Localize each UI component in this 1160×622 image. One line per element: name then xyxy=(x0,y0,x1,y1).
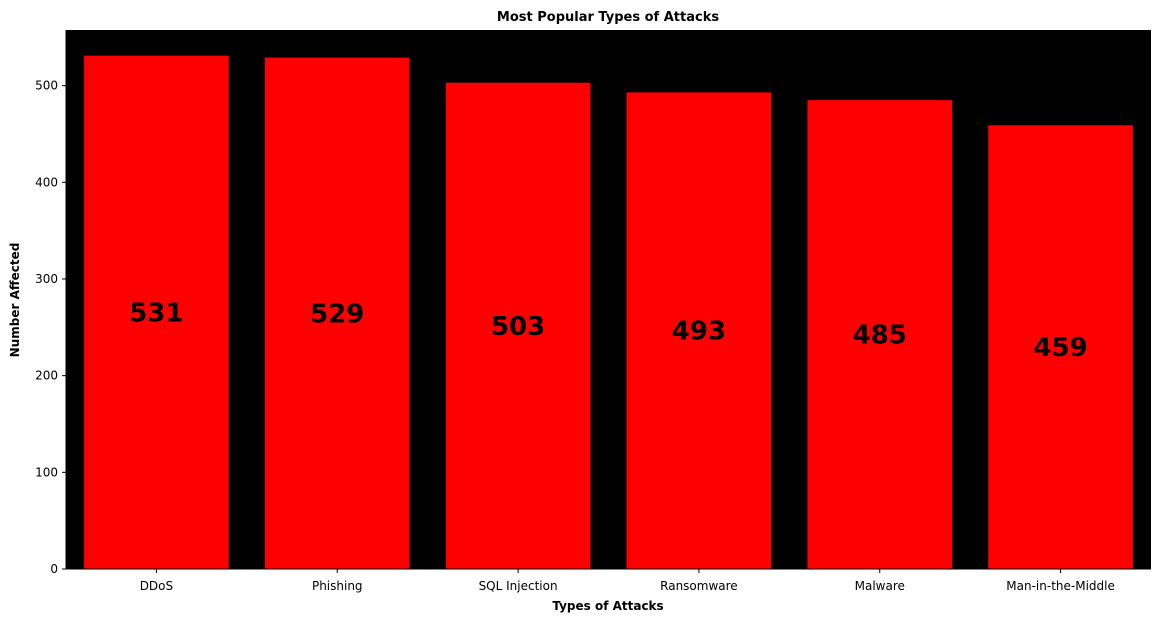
y-tick-label-5: 500 xyxy=(35,79,58,93)
bar-5 xyxy=(988,125,1133,570)
x-tick-label-1: Phishing xyxy=(312,579,363,593)
y-tick-label-1: 100 xyxy=(35,465,58,479)
y-tick-label-2: 200 xyxy=(35,369,58,383)
x-tick-label-2: SQL Injection xyxy=(479,579,558,593)
x-tick-label-5: Man-in-the-Middle xyxy=(1006,579,1115,593)
bar-value-label-1: 529 xyxy=(310,299,364,329)
plot-area xyxy=(66,30,1151,569)
bar-0 xyxy=(84,55,229,570)
bar-value-label-2: 503 xyxy=(491,312,545,342)
bar-3 xyxy=(626,92,772,570)
bar-value-label-5: 459 xyxy=(1033,333,1087,363)
chart-title: Most Popular Types of Attacks xyxy=(497,10,719,25)
x-tick-label-0: DDoS xyxy=(140,579,173,593)
x-axis-title: Types of Attacks xyxy=(552,599,663,613)
bar-2 xyxy=(445,82,591,570)
data-labels-layer: 531 529 503 493 485 459 xyxy=(129,298,1087,363)
x-tick-label-3: Ransomware xyxy=(660,579,738,593)
bar-4 xyxy=(807,100,953,569)
y-axis-title: Number Affected xyxy=(8,243,22,358)
y-tick-label-0: 0 xyxy=(50,562,58,576)
x-axis: DDoS Phishing SQL Injection Ransomware Malwa… xyxy=(66,568,1151,593)
y-tick-label-4: 400 xyxy=(35,175,58,189)
bar-value-label-3: 493 xyxy=(672,317,726,347)
bar-1 xyxy=(264,57,410,569)
bar-value-label-0: 531 xyxy=(129,298,183,328)
y-tick-label-3: 300 xyxy=(35,272,58,286)
y-axis: 0 100 200 300 400 500 xyxy=(35,30,67,576)
bar-value-label-4: 485 xyxy=(853,321,907,351)
bars-layer xyxy=(84,55,1133,570)
x-tick-label-4: Malware xyxy=(855,579,905,593)
